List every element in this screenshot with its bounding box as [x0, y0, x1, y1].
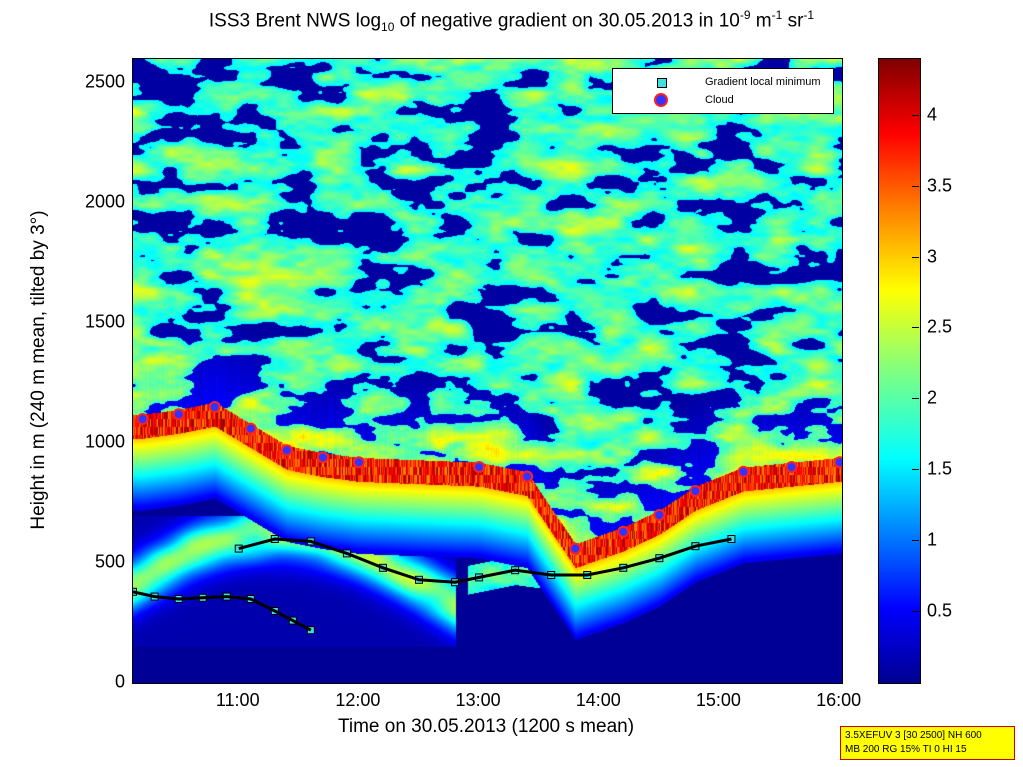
cloud-marker [833, 456, 842, 469]
x-axis-label: Time on 30.05.2013 (1200 s mean) [337, 716, 635, 737]
legend-label: Cloud [705, 94, 734, 106]
cloud-marker [136, 413, 149, 425]
colorbar-tick [912, 327, 919, 329]
cloud-marker [352, 456, 365, 469]
x-tick-label: 15:00 [695, 690, 741, 710]
cloud-marker [244, 422, 257, 435]
x-tick-label: 13:00 [455, 690, 501, 710]
colorbar-tick [912, 398, 919, 400]
cloud-marker [473, 461, 486, 473]
circle-marker-icon [656, 95, 666, 105]
plot-area [132, 58, 843, 684]
colorbar-tick [912, 185, 919, 187]
infobox-line: MB 200 RG 15% TI 0 HI 15 [845, 744, 967, 755]
colorbar [878, 58, 921, 684]
cloud-marker [280, 444, 293, 457]
colorbar-tick-label: 3 [927, 246, 938, 267]
colorbar-tick-label: 2 [927, 387, 938, 408]
y-tick-label: 500 [94, 551, 125, 572]
cloud-marker [785, 461, 798, 473]
infobox-line: 3.5XEFUV 3 [30 2500] NH 600 [845, 730, 982, 741]
cloud-marker [208, 401, 221, 413]
y-axis-label: Height in m (240 m mean, tilted by 3°) [28, 210, 49, 530]
cloud-marker [316, 451, 329, 464]
cloud-marker [737, 465, 750, 478]
x-tick-label: 11:00 [215, 690, 260, 710]
settings-infobox: 3.5XEFUV 3 [30 2500] NH 600 MB 200 RG 15… [840, 726, 1015, 760]
legend-entry-gradient-minimum: Gradient local minimum [621, 75, 831, 91]
colorbar-tick [912, 114, 919, 116]
y-tick-label: 2000 [84, 191, 125, 212]
colorbar-tick-label: 1.5 [927, 458, 953, 479]
cloud-marker [617, 525, 630, 538]
colorbar-tick [912, 469, 919, 471]
colorbar-tick-label: 0.5 [927, 600, 953, 621]
colorbar-tick [912, 611, 919, 613]
colorbar-tick-label: 4 [927, 104, 938, 125]
legend: Gradient local minimum Cloud [612, 68, 834, 114]
y-tick-label: 1500 [84, 311, 125, 332]
colorbar-tick-label: 1 [927, 529, 938, 550]
colorbar-tick [912, 540, 919, 542]
cloud-marker [172, 408, 185, 421]
cloud-marker [653, 509, 666, 521]
gradient-minimum-marker-line [133, 590, 312, 632]
chart-title: ISS3 Brent NWS log10 of negative gradien… [208, 8, 815, 35]
cloud-marker [689, 485, 702, 497]
colorbar-tick-label: 2.5 [927, 316, 953, 337]
y-tick-label: 0 [114, 671, 125, 692]
heatmap [133, 59, 842, 683]
y-tick-label: 2500 [84, 71, 125, 92]
y-tick-label: 1000 [84, 431, 125, 452]
cloud-marker [521, 470, 534, 483]
colorbar-tick-label: 3.5 [927, 175, 953, 196]
legend-entry-cloud: Cloud [621, 93, 831, 109]
square-marker-icon [657, 78, 667, 88]
gradient-minimum-marker-line [238, 537, 732, 584]
x-tick-label: 12:00 [335, 690, 381, 710]
x-tick-label: 16:00 [816, 690, 862, 710]
x-tick-label: 14:00 [575, 690, 621, 710]
legend-label: Gradient local minimum [705, 76, 821, 88]
cloud-marker [569, 542, 582, 555]
colorbar-tick [912, 256, 919, 258]
marker-overlay [133, 401, 842, 635]
